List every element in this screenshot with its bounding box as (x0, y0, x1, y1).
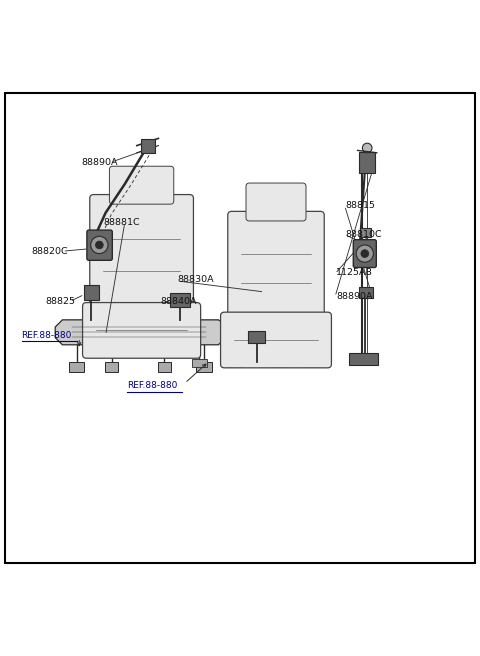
Text: 88890A: 88890A (336, 293, 372, 301)
Text: 88810C: 88810C (346, 230, 382, 239)
FancyBboxPatch shape (84, 285, 99, 300)
Circle shape (362, 143, 372, 153)
FancyBboxPatch shape (302, 359, 317, 367)
FancyBboxPatch shape (359, 287, 373, 298)
FancyBboxPatch shape (192, 359, 207, 367)
FancyBboxPatch shape (360, 228, 371, 237)
FancyBboxPatch shape (69, 362, 84, 372)
Text: 88881C: 88881C (103, 218, 140, 227)
Text: 88820C: 88820C (31, 247, 68, 256)
FancyBboxPatch shape (359, 152, 375, 173)
FancyBboxPatch shape (158, 362, 171, 372)
Circle shape (96, 241, 103, 249)
Text: 88830A: 88830A (178, 276, 214, 285)
FancyBboxPatch shape (90, 195, 193, 310)
FancyBboxPatch shape (273, 359, 288, 367)
Circle shape (91, 236, 108, 254)
Text: REF.88-880: REF.88-880 (22, 331, 72, 340)
Text: 88825: 88825 (46, 297, 75, 306)
FancyBboxPatch shape (353, 239, 376, 268)
FancyBboxPatch shape (196, 362, 212, 372)
FancyBboxPatch shape (220, 312, 331, 368)
FancyBboxPatch shape (349, 354, 378, 365)
Text: 88815: 88815 (346, 201, 375, 210)
FancyBboxPatch shape (248, 331, 265, 343)
FancyBboxPatch shape (170, 293, 190, 308)
FancyBboxPatch shape (83, 302, 201, 358)
Polygon shape (55, 320, 226, 345)
Text: 88840A: 88840A (161, 297, 197, 306)
FancyBboxPatch shape (109, 166, 174, 204)
FancyBboxPatch shape (5, 92, 475, 564)
Text: 1125AB: 1125AB (336, 268, 373, 277)
FancyBboxPatch shape (246, 183, 306, 221)
FancyBboxPatch shape (228, 359, 243, 367)
Text: REF.88-880: REF.88-880 (127, 381, 178, 390)
FancyBboxPatch shape (105, 362, 118, 372)
Circle shape (361, 250, 369, 257)
Circle shape (356, 245, 373, 262)
FancyBboxPatch shape (141, 139, 155, 153)
Text: 88890A: 88890A (82, 158, 118, 167)
FancyBboxPatch shape (87, 230, 112, 260)
FancyBboxPatch shape (228, 211, 324, 320)
